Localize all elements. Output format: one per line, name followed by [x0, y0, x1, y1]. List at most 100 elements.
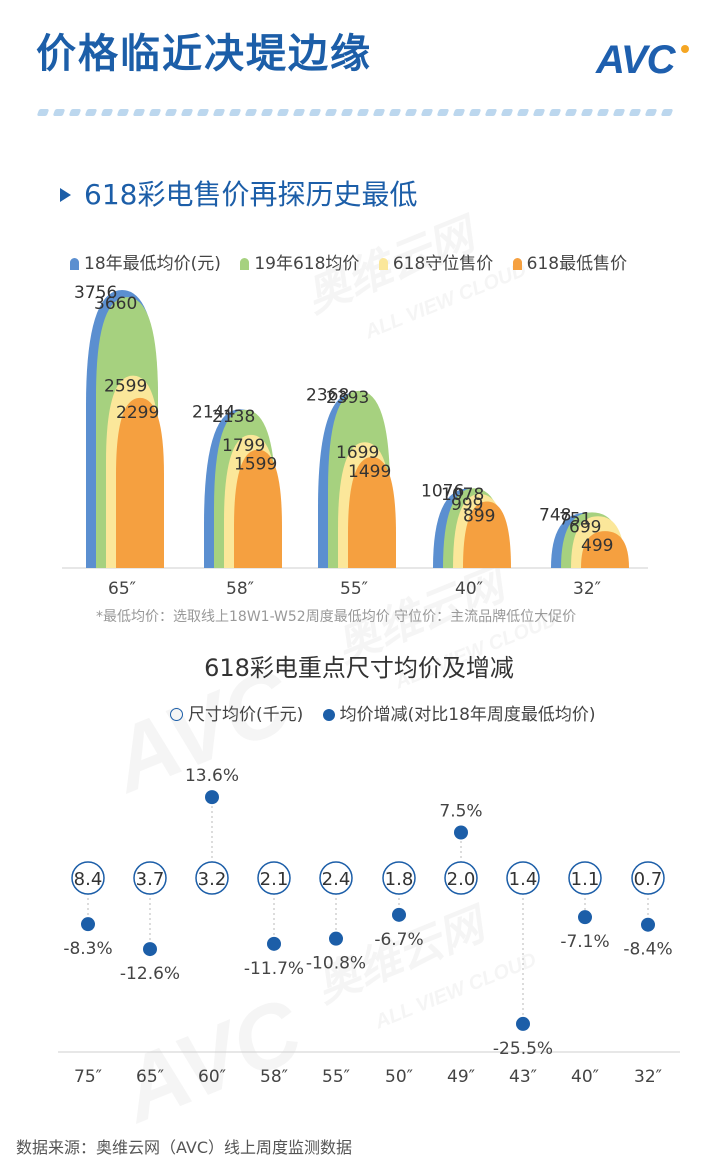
tick-label: 32″: [573, 579, 601, 599]
change-dot: [454, 825, 468, 840]
change-label: -7.1%: [560, 932, 609, 952]
price-circle: [133, 861, 167, 895]
data-label: 1699: [336, 443, 379, 463]
price-label: 1.1: [571, 869, 600, 890]
data-label: 999: [451, 495, 483, 515]
change-label: -25.5%: [493, 1039, 553, 1059]
price-circle: [506, 861, 540, 895]
legend-item-series-2: 618守位售价: [378, 249, 494, 274]
legend-label: 618守位售价: [392, 254, 494, 274]
data-label: 1499: [348, 462, 391, 482]
data-label: 2138: [212, 407, 255, 427]
legend-item-price: 尺寸均价(千元): [170, 700, 303, 725]
data-label: 2368: [306, 386, 349, 406]
price-circle: [257, 861, 291, 895]
change-dot: [392, 907, 406, 922]
price-label: 1.8: [385, 869, 414, 890]
data-label: 2144: [192, 402, 235, 422]
price-label: 8.4: [74, 869, 103, 890]
change-dot: [641, 917, 655, 932]
price-label: 0.7: [634, 869, 663, 890]
data-label: 499: [581, 536, 613, 556]
tick-label: 55″: [322, 1067, 350, 1087]
bar-group-0: [86, 290, 164, 568]
data-label: 1599: [234, 455, 277, 475]
bar-group-2: [318, 390, 396, 568]
chart2-legend: 尺寸均价(千元) 均价增减(对比18年周度最低均价): [170, 700, 610, 725]
data-label: 1076: [421, 481, 464, 501]
legend-swatch-blue: [70, 258, 79, 270]
data-label: 899: [463, 506, 495, 526]
change-label: 7.5%: [439, 802, 482, 822]
data-label: 1799: [222, 436, 265, 456]
tick-label: 32″: [634, 1067, 662, 1087]
change-dot: [516, 1016, 530, 1031]
data-label: 3660: [94, 294, 137, 314]
legend-item-series-0: 18年最低均价(元): [70, 249, 221, 274]
legend-swatch-orange: [512, 258, 522, 270]
tick-label: 58″: [226, 579, 254, 599]
legend-label: 尺寸均价(千元): [188, 705, 304, 725]
legend-item-series-3: 618最低售价: [512, 249, 628, 274]
tick-label: 65″: [136, 1067, 164, 1087]
bar-group-4: [551, 512, 629, 568]
price-label: 3.7: [136, 869, 165, 890]
change-label: -8.3%: [63, 939, 112, 959]
data-label: 2599: [104, 377, 147, 397]
chart2-title: 618彩电重点尺寸均价及增减: [204, 654, 514, 682]
legend-item-change: 均价增减(对比18年周度最低均价): [322, 700, 596, 725]
change-label: -8.4%: [623, 940, 672, 960]
price-label: 3.2: [198, 869, 227, 890]
bar-group-3: [433, 488, 511, 568]
change-label: -10.8%: [306, 954, 366, 974]
change-label: -12.6%: [120, 964, 180, 984]
bar: [348, 457, 396, 568]
footnote: *最低均价：选取线上18W1-W52周度最低均价 守位价：主流品牌低位大促价: [96, 609, 577, 625]
tick-label: 58″: [260, 1067, 288, 1087]
bar: [581, 531, 629, 568]
legend-label: 618最低售价: [526, 254, 628, 274]
price-circle: [631, 861, 665, 895]
bar: [234, 449, 282, 568]
legend-label: 19年618均价: [254, 254, 360, 274]
price-label: 2.1: [260, 869, 289, 890]
tick-label: 55″: [340, 579, 368, 599]
legend-swatch-yellow: [378, 258, 388, 270]
chart1-legend: 18年最低均价(元) 19年618均价 618守位售价 618最低售价: [70, 249, 641, 274]
tick-label: 49″: [447, 1067, 475, 1087]
data-label: 699: [569, 517, 601, 537]
change-dot: [143, 942, 157, 957]
tick-label: 43″: [509, 1067, 537, 1087]
change-label: -11.7%: [244, 959, 304, 979]
legend-label: 18年最低均价(元): [84, 254, 221, 274]
tick-label: 75″: [74, 1067, 102, 1087]
change-dot: [81, 917, 95, 932]
data-label: 3756: [74, 283, 117, 303]
page-title: 价格临近决堤边缘: [36, 31, 372, 77]
data-source: 数据来源：奥维云网（AVC）线上周度监测数据: [16, 1138, 353, 1157]
change-dot: [578, 910, 592, 925]
open-circle-icon: [170, 708, 183, 721]
data-label: 751: [559, 509, 591, 529]
data-label: 748: [539, 506, 571, 526]
change-label: -6.7%: [374, 930, 423, 950]
legend-label: 均价增减(对比18年周度最低均价): [339, 705, 596, 725]
change-dot: [329, 931, 343, 946]
legend-item-series-1: 19年618均价: [240, 249, 359, 274]
price-label: 1.4: [509, 869, 538, 890]
change-label: 13.6%: [185, 766, 239, 786]
filled-circle-icon: [322, 709, 335, 721]
price-label: 2.4: [322, 869, 351, 890]
data-label: 1078: [441, 485, 484, 505]
bar: [463, 501, 511, 568]
data-label: 2393: [326, 388, 369, 408]
price-circle: [319, 861, 353, 895]
tick-label: 40″: [571, 1067, 599, 1087]
tick-label: 65″: [108, 579, 136, 599]
tick-label: 60″: [198, 1067, 226, 1087]
avc-logo: AVC: [596, 38, 675, 82]
price-circle: [568, 861, 602, 895]
bar-group-1: [204, 409, 282, 568]
